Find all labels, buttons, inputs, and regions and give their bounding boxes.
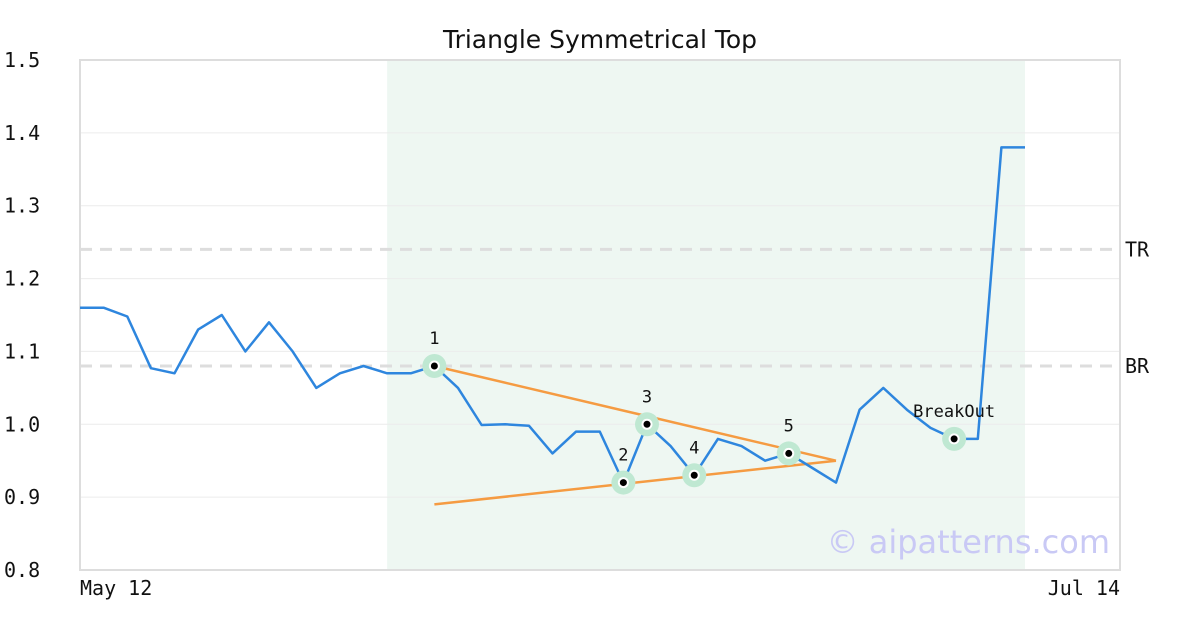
watermark: © aipatterns.com xyxy=(827,523,1110,561)
chart-title: Triangle Symmetrical Top xyxy=(442,25,757,54)
point-label: BreakOut xyxy=(913,402,995,422)
point-marker xyxy=(643,420,651,428)
x-axis: May 12 Jul 14 xyxy=(80,576,1120,600)
y-tick-label: 1.4 xyxy=(4,121,40,145)
point-marker xyxy=(430,362,438,370)
y-tick-label: 1.1 xyxy=(4,339,40,363)
point-label: 5 xyxy=(784,416,794,436)
point-marker xyxy=(785,449,793,457)
y-tick-label: 1.3 xyxy=(4,194,40,218)
point-label: 4 xyxy=(689,438,699,458)
grid-lines xyxy=(80,59,1120,571)
point-marker xyxy=(950,435,958,443)
point-label: 2 xyxy=(618,446,628,466)
y-tick-label: 1.5 xyxy=(4,48,40,72)
y-tick-label: 0.8 xyxy=(4,558,40,582)
upper-trendline xyxy=(434,364,837,462)
y-tick-label: 1.0 xyxy=(4,412,40,436)
x-tick-label: Jul 14 xyxy=(1048,576,1120,600)
pattern-band xyxy=(387,60,1025,570)
x-tick-label: May 12 xyxy=(80,576,152,600)
pattern-points: 1 2 3 4 5 BreakOut xyxy=(422,329,995,495)
y-axis: 0.8 0.9 1.0 1.1 1.2 1.3 1.4 1.5 xyxy=(4,48,40,582)
point-label: 1 xyxy=(429,329,439,349)
y-tick-label: 0.9 xyxy=(4,485,40,509)
point-marker xyxy=(690,471,698,479)
price-line xyxy=(80,146,1025,484)
point-label: 3 xyxy=(642,387,652,407)
plot-frame xyxy=(79,59,1121,571)
y-tick-label: 1.2 xyxy=(4,267,40,291)
reference-lines: TR BR xyxy=(80,237,1150,378)
reference-label-br: BR xyxy=(1125,354,1150,378)
point-marker xyxy=(619,479,627,487)
reference-label-tr: TR xyxy=(1125,237,1150,261)
